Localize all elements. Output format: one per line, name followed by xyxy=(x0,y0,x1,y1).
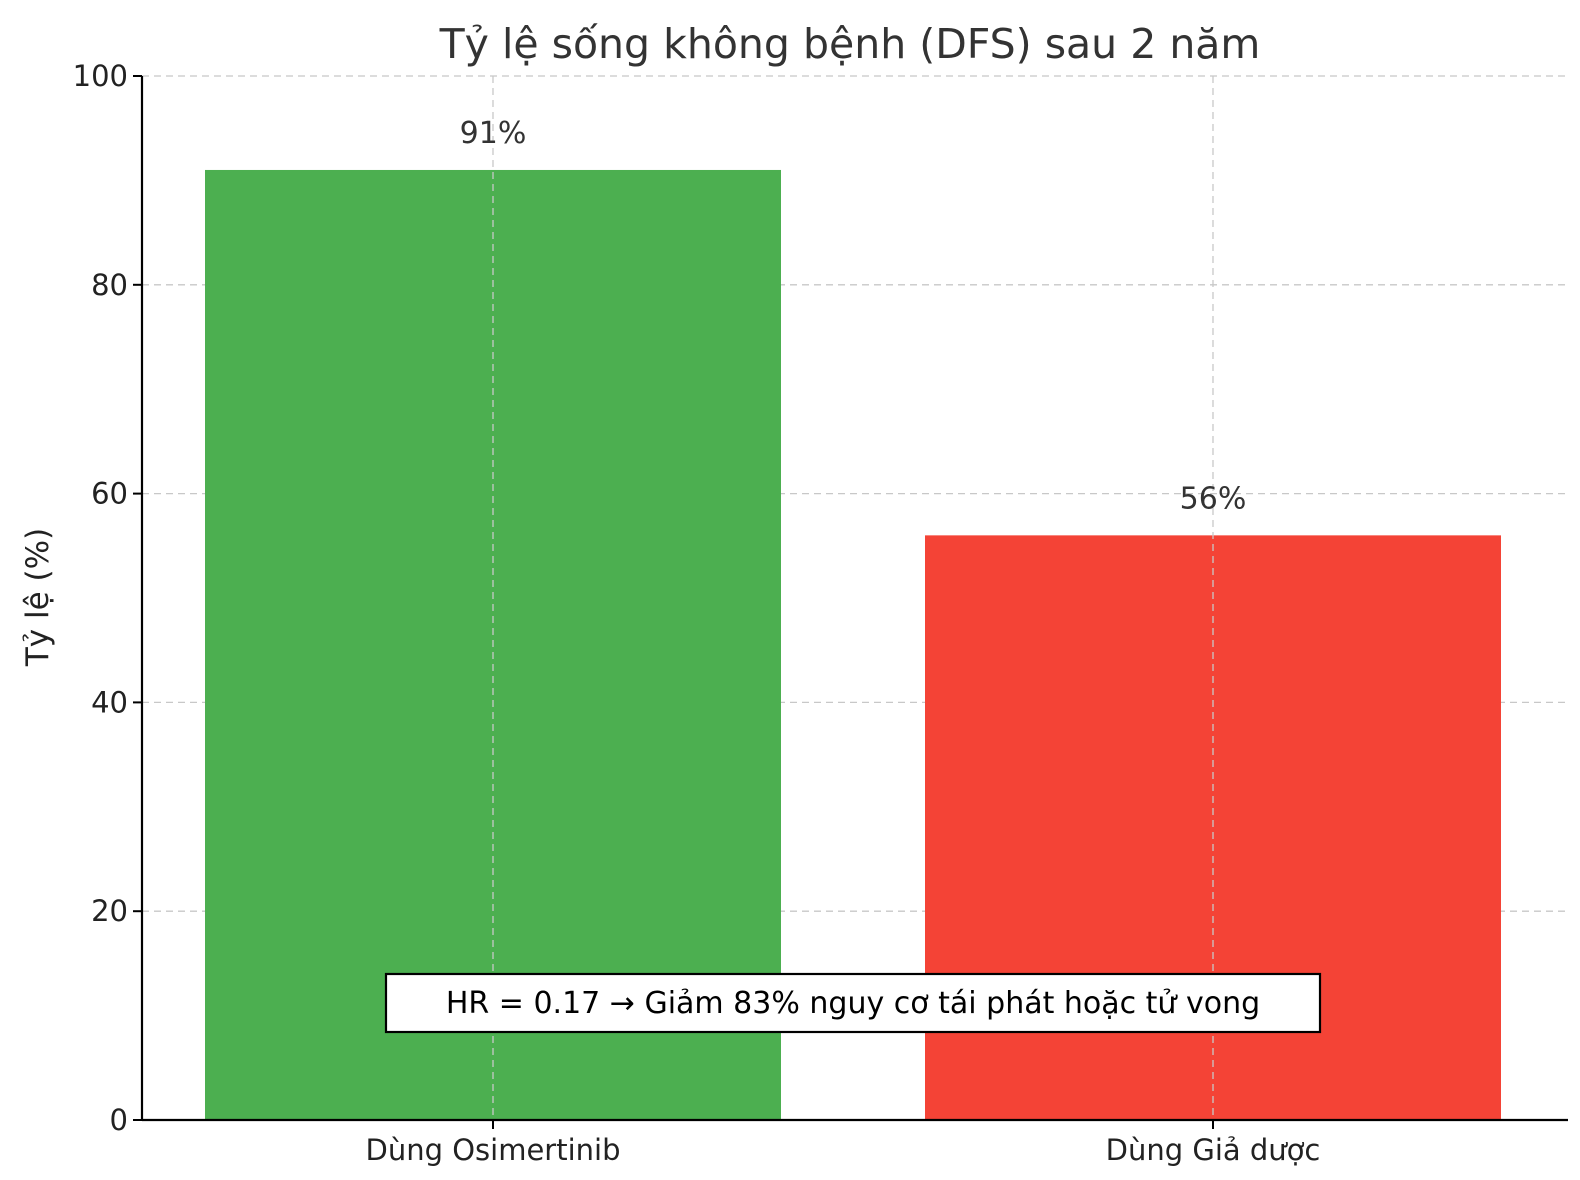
hazard-ratio-annotation: HR = 0.17 → Giảm 83% nguy cơ tái phát ho… xyxy=(384,972,1322,1034)
tick-labels: 0 20 40 60 80 100 Dùng Osimertinib Dùng Giả dượ… xyxy=(73,59,1321,1167)
bar-value-label-1: 91% xyxy=(460,116,527,151)
y-axis-label: Tỷ lệ (%) xyxy=(20,528,56,667)
y-tick-label-20: 20 xyxy=(91,894,128,928)
annotation-box xyxy=(384,972,1322,1034)
value-labels: 91% 56% xyxy=(460,116,1247,516)
y-tick-label-100: 100 xyxy=(73,59,128,93)
bar-value-label-2: 56% xyxy=(1180,481,1247,516)
y-tick-label-0: 0 xyxy=(110,1103,128,1137)
y-tick-label-60: 60 xyxy=(91,477,128,511)
x-tick-label-2: Dùng Giả dược xyxy=(1106,1133,1321,1167)
y-tick-label-40: 40 xyxy=(91,685,128,719)
annotation-text: HR = 0.17 → Giảm 83% nguy cơ tái phát ho… xyxy=(446,986,1260,1021)
chart-title: Tỷ lệ sống không bệnh (DFS) sau 2 năm xyxy=(439,20,1261,68)
x-tick-label-1: Dùng Osimertinib xyxy=(366,1133,621,1167)
y-tick-label-80: 80 xyxy=(91,268,128,302)
axes xyxy=(133,75,1568,1129)
